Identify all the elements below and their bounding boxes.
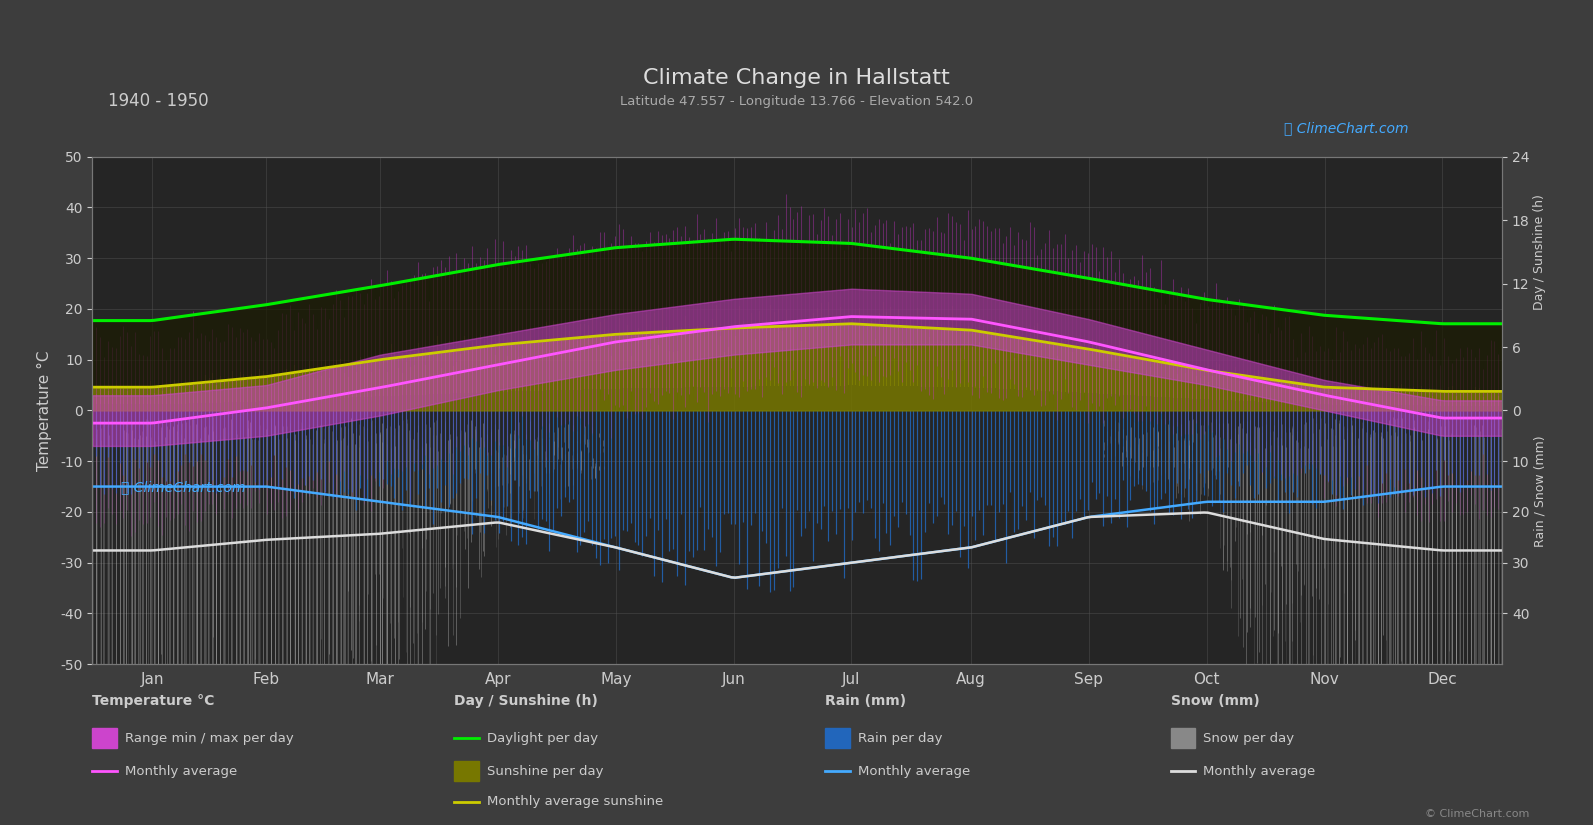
Text: Rain per day: Rain per day: [857, 732, 941, 745]
Text: Monthly average: Monthly average: [857, 765, 970, 778]
Text: 🌐 ClimeChart.com: 🌐 ClimeChart.com: [1284, 121, 1408, 134]
Text: Monthly average sunshine: Monthly average sunshine: [486, 795, 663, 808]
Text: Snow per day: Snow per day: [1203, 732, 1295, 745]
Text: 🌐 ClimeChart.com: 🌐 ClimeChart.com: [121, 480, 245, 493]
Text: Monthly average: Monthly average: [124, 765, 237, 778]
Text: © ClimeChart.com: © ClimeChart.com: [1424, 809, 1529, 819]
Text: Range min / max per day: Range min / max per day: [124, 732, 293, 745]
Text: Day / Sunshine (h): Day / Sunshine (h): [1532, 194, 1547, 309]
Text: Climate Change in Hallstatt: Climate Change in Hallstatt: [644, 68, 949, 88]
Text: Sunshine per day: Sunshine per day: [486, 765, 604, 778]
Text: Temperature °C: Temperature °C: [92, 695, 215, 709]
Text: Day / Sunshine (h): Day / Sunshine (h): [454, 695, 597, 709]
Text: Monthly average: Monthly average: [1203, 765, 1316, 778]
Text: Rain / Snow (mm): Rain / Snow (mm): [1532, 435, 1547, 547]
Text: Rain (mm): Rain (mm): [825, 695, 906, 709]
Text: 1940 - 1950: 1940 - 1950: [108, 92, 209, 111]
Text: Daylight per day: Daylight per day: [486, 732, 597, 745]
Y-axis label: Temperature °C: Temperature °C: [37, 350, 53, 471]
Text: Snow (mm): Snow (mm): [1171, 695, 1260, 709]
Text: Latitude 47.557 - Longitude 13.766 - Elevation 542.0: Latitude 47.557 - Longitude 13.766 - Ele…: [620, 95, 973, 108]
